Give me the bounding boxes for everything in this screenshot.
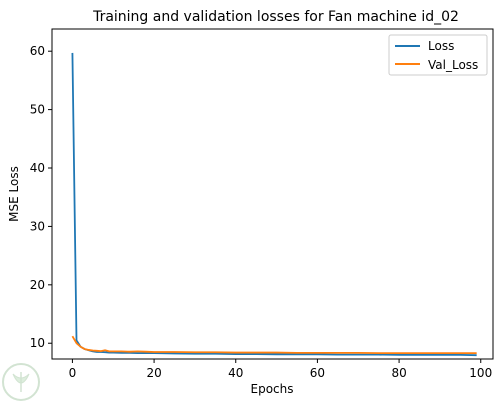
- x-axis-label: Epochs: [251, 382, 294, 396]
- chart-title: Training and validation losses for Fan m…: [92, 9, 459, 25]
- x-tick-label: 20: [146, 366, 161, 380]
- x-tick-label: 100: [469, 366, 492, 380]
- watermark-logo-icon: [2, 363, 40, 401]
- y-tick-label: 60: [30, 44, 45, 58]
- x-tick-label: 40: [228, 366, 243, 380]
- legend-label-val-loss: Val_Loss: [428, 58, 478, 72]
- legend-label-loss: Loss: [428, 39, 454, 53]
- y-tick-label: 50: [30, 103, 45, 117]
- series-lines: [71, 52, 477, 357]
- y-tick-label: 30: [30, 219, 45, 233]
- y-axis-label: MSE Loss: [7, 166, 21, 222]
- plot-frame: [51, 28, 494, 360]
- y-tick-label: 40: [30, 161, 45, 175]
- series-line-loss: [71, 52, 477, 357]
- x-tick-label: 60: [310, 366, 325, 380]
- plot-area: [51, 28, 494, 360]
- y-tick-label: 20: [30, 278, 45, 292]
- legend: Loss Val_Loss: [388, 34, 488, 76]
- x-tick-label: 80: [391, 366, 406, 380]
- y-tick-label: 10: [30, 336, 45, 350]
- x-tick-label: 0: [69, 366, 77, 380]
- series-line-val-loss: [71, 335, 477, 355]
- y-axis: 10 20 30 40 50 60: [30, 44, 52, 350]
- x-axis: 0 20 40 60 80 100: [69, 359, 492, 380]
